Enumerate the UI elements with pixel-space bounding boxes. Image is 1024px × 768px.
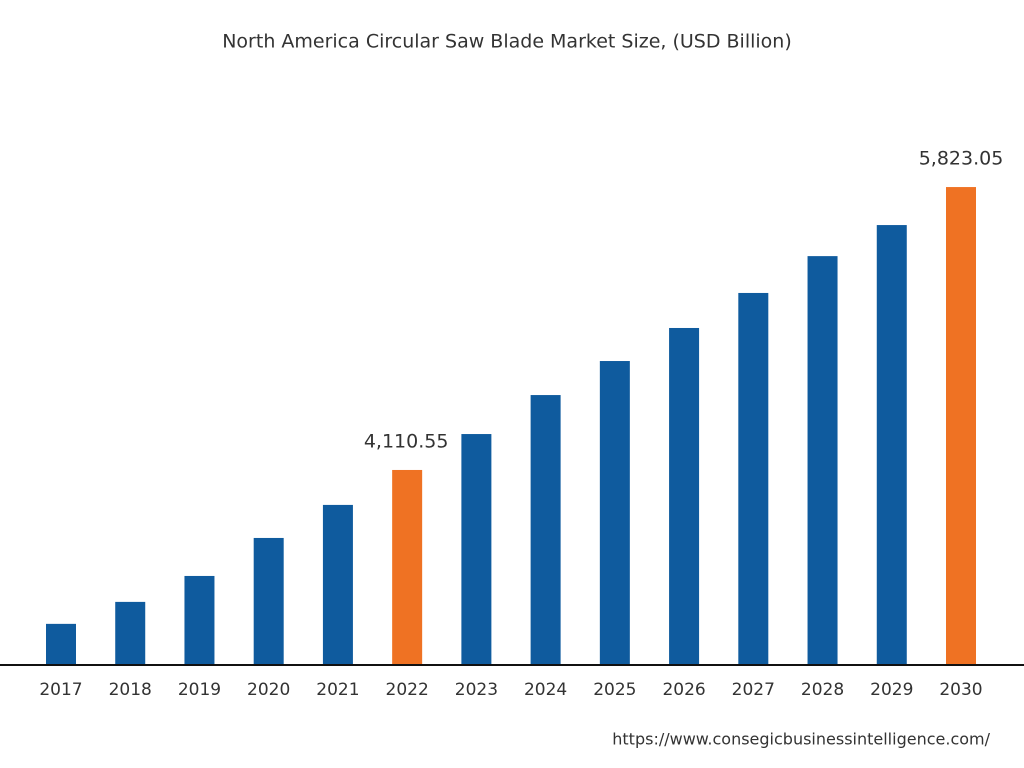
x-tick-label: 2020	[247, 680, 290, 700]
x-tick-label: 2017	[39, 680, 82, 700]
bar	[184, 575, 215, 665]
bar	[946, 187, 976, 665]
x-tick-label: 2026	[662, 680, 705, 700]
x-tick-label: 2028	[801, 680, 844, 700]
x-tick-label: 2027	[732, 680, 775, 700]
bar	[876, 225, 907, 665]
x-tick-label: 2019	[178, 680, 221, 700]
x-tick-label: 2018	[109, 680, 152, 700]
data-label: 5,823.05	[919, 148, 1004, 170]
data-label: 4,110.55	[364, 430, 449, 452]
bar	[392, 469, 423, 665]
x-tick-label: 2022	[386, 680, 429, 700]
bar	[669, 327, 700, 665]
x-tick-label: 2023	[455, 680, 498, 700]
x-tick-label: 2029	[870, 680, 913, 700]
bar	[807, 256, 838, 665]
bar	[461, 434, 492, 665]
bar	[115, 601, 146, 665]
bar	[46, 623, 76, 665]
x-tick-label: 2025	[593, 680, 636, 700]
bar	[253, 537, 284, 665]
x-tick-label: 2024	[524, 680, 567, 700]
bar	[322, 504, 353, 665]
bar	[530, 395, 561, 665]
x-tick-label: 2021	[316, 680, 359, 700]
bar	[738, 292, 769, 665]
source-url: https://www.consegicbusinessintelligence…	[612, 730, 990, 749]
x-tick-label: 2030	[939, 680, 982, 700]
chart-title: North America Circular Saw Blade Market …	[222, 31, 792, 53]
bar	[599, 361, 630, 665]
